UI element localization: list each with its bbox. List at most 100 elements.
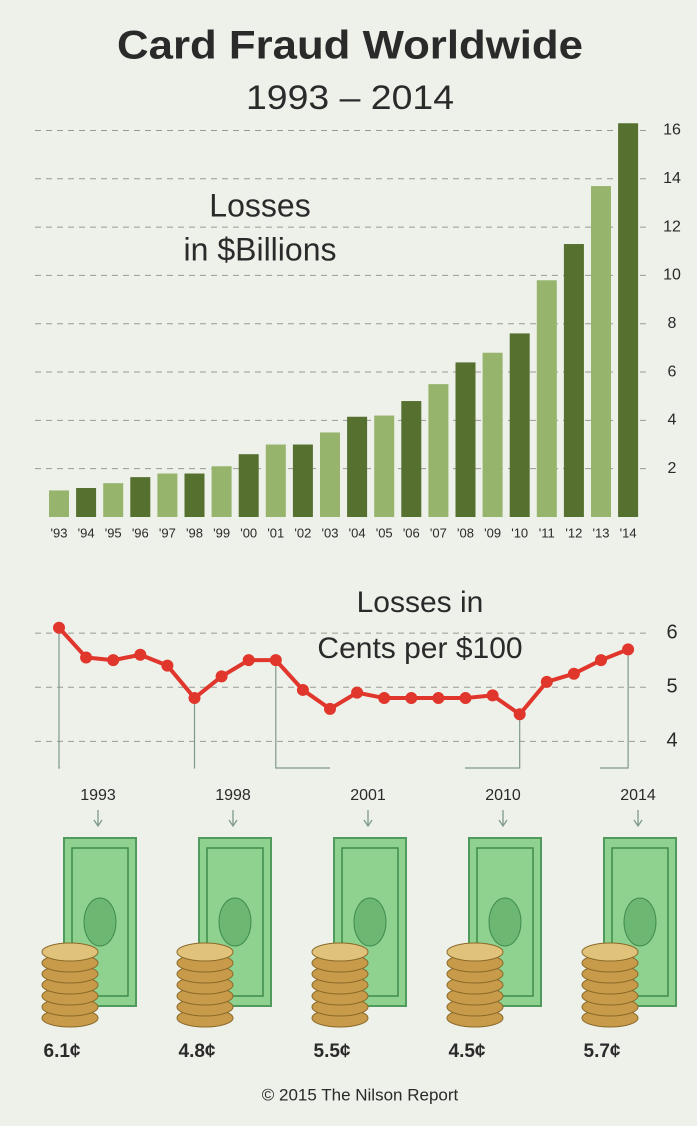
bar: [103, 483, 124, 517]
bill-portrait: [353, 897, 387, 947]
value-label: 5.7¢: [584, 1041, 621, 1062]
coin: [446, 942, 504, 962]
callout-year: 2010: [485, 787, 521, 804]
arrow: [228, 810, 238, 828]
y-tick-label: 4: [666, 730, 677, 752]
x-tick-label: '07: [430, 525, 447, 540]
callout-year: 2001: [350, 787, 386, 804]
point: [459, 692, 472, 705]
connector: [600, 649, 629, 769]
connector: [465, 714, 521, 769]
y-tick-label: 16: [663, 122, 681, 139]
money-icon: [581, 837, 677, 1028]
x-tick-label: '12: [565, 525, 582, 540]
bill-portrait: [488, 897, 522, 947]
title: Card Fraud Worldwide: [117, 24, 583, 68]
coin: [581, 942, 639, 962]
point: [215, 670, 228, 683]
bar: [455, 362, 476, 517]
callout-year: 1998: [215, 787, 251, 804]
point: [567, 667, 580, 680]
x-tick-label: '97: [159, 525, 176, 540]
bill-inner: [341, 847, 399, 997]
connector: [275, 660, 330, 769]
bar: [265, 444, 286, 517]
point: [378, 692, 391, 705]
point: [269, 654, 282, 667]
bar: [157, 473, 178, 517]
bar: [292, 444, 313, 517]
annotation: Cents per $100: [317, 632, 522, 665]
value-label: 5.5¢: [314, 1041, 351, 1062]
x-tick-label: '08: [457, 525, 474, 540]
annotation: Losses: [209, 187, 310, 223]
connector: [58, 627, 60, 769]
point: [80, 651, 93, 664]
bar: [76, 488, 97, 517]
point: [242, 654, 255, 667]
x-tick-label: '13: [593, 525, 610, 540]
annotation: Losses in: [357, 586, 484, 619]
y-tick-label: 4: [668, 412, 677, 429]
money-icon: [311, 837, 407, 1028]
bar: [591, 186, 611, 518]
bar: [401, 401, 422, 517]
point: [324, 702, 336, 715]
coin: [176, 942, 234, 962]
point: [188, 692, 201, 705]
arrow: [633, 810, 643, 828]
money-icon: [446, 837, 542, 1028]
y-tick-label: 6: [668, 363, 677, 380]
bill-inner: [476, 847, 534, 997]
point: [432, 692, 445, 705]
x-tick-label: '01: [267, 525, 284, 540]
point: [134, 648, 147, 661]
x-tick-label: '05: [376, 525, 393, 540]
bar: [211, 466, 232, 517]
x-tick-label: '11: [539, 525, 555, 540]
point: [405, 692, 418, 705]
value-label: 4.5¢: [449, 1041, 486, 1062]
x-tick-label: '93: [51, 525, 68, 540]
point: [513, 708, 526, 721]
callout-year: 2014: [620, 787, 656, 804]
point: [622, 643, 635, 656]
bar: [49, 490, 69, 517]
x-tick-label: '09: [484, 525, 501, 540]
connector: [193, 698, 196, 769]
x-tick-label: '95: [105, 525, 122, 540]
x-tick-label: '99: [213, 525, 230, 540]
y-tick-label: 14: [663, 170, 681, 187]
bar: [184, 473, 205, 517]
bar: [536, 280, 557, 517]
point: [540, 675, 553, 688]
bar: [482, 352, 503, 517]
bill-portrait: [83, 897, 117, 947]
bill-inner: [206, 847, 264, 997]
x-tick-label: '10: [511, 525, 528, 540]
arrow: [363, 810, 373, 828]
x-tick-label: '06: [403, 525, 420, 540]
annotation: in $Billions: [184, 231, 337, 267]
y-tick-label: 5: [666, 676, 677, 698]
bar: [347, 416, 368, 517]
y-tick-label: 10: [663, 267, 681, 284]
point: [351, 686, 364, 699]
money-icon: [41, 837, 137, 1028]
value-label: 4.8¢: [179, 1041, 216, 1062]
point: [595, 654, 607, 667]
x-tick-label: '98: [186, 525, 203, 540]
bill-portrait: [218, 897, 252, 947]
x-tick-label: '02: [294, 525, 311, 540]
arrow: [498, 810, 508, 828]
bar: [238, 454, 259, 517]
money-icon: [176, 837, 272, 1028]
y-tick-label: 6: [666, 621, 677, 643]
x-tick-label: '96: [132, 525, 149, 540]
bill-inner: [611, 847, 669, 997]
bill-inner: [71, 847, 129, 997]
bar: [563, 244, 584, 517]
x-tick-label: '94: [78, 525, 95, 540]
coin: [311, 942, 369, 962]
